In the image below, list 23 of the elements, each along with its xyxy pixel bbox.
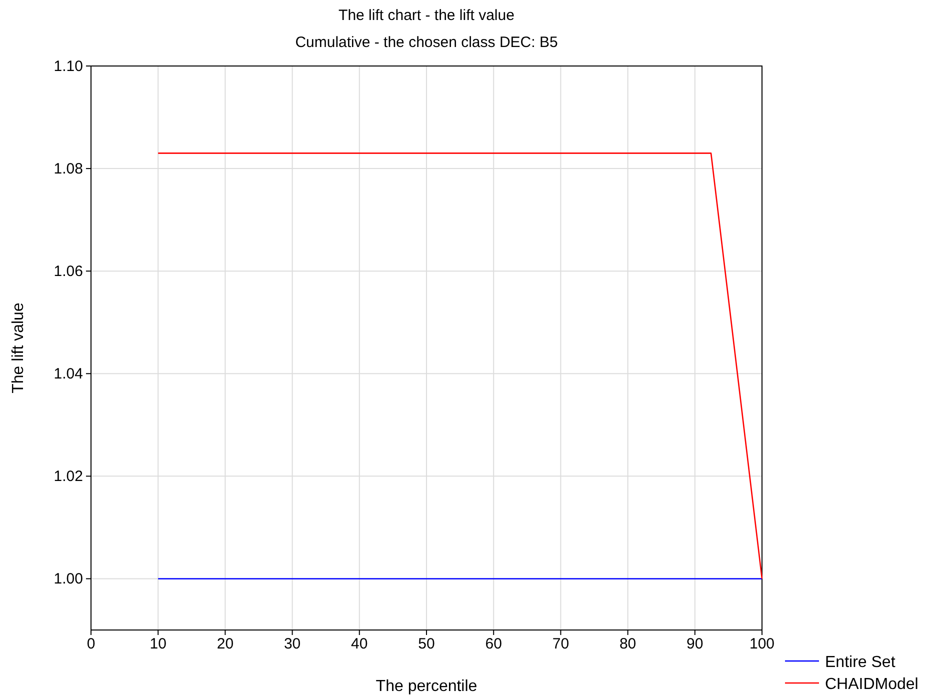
x-tick-label: 40 xyxy=(351,636,368,653)
x-tick-label: 80 xyxy=(619,636,636,653)
y-axis-title: The lift value xyxy=(10,302,27,394)
x-axis-title: The percentile xyxy=(376,678,478,695)
y-tick-label: 1.08 xyxy=(54,160,83,178)
y-tick-label: 1.04 xyxy=(54,365,83,382)
y-tick-label: 1.02 xyxy=(54,468,83,485)
chart-title: The lift chart - the lift value xyxy=(338,7,514,24)
y-tick-label: 1.06 xyxy=(54,262,83,280)
x-tick-label: 90 xyxy=(686,636,704,653)
x-tick-label: 10 xyxy=(150,636,166,653)
x-tick-label: 100 xyxy=(749,636,775,653)
x-tick-label: 0 xyxy=(86,636,96,653)
x-tick-label: 30 xyxy=(284,636,301,653)
y-tick-label: 1.10 xyxy=(54,58,83,75)
x-tick-label: 70 xyxy=(552,636,570,653)
y-tick-label: 1.00 xyxy=(54,570,83,588)
chart-subtitle: Cumulative - the chosen class DEC: B5 xyxy=(295,34,558,51)
x-tick-label: 20 xyxy=(216,636,234,653)
x-tick-label: 60 xyxy=(485,636,502,653)
x-tick-label: 50 xyxy=(418,636,435,653)
legend-label: CHAIDModel xyxy=(825,676,918,693)
legend-label: Entire Set xyxy=(825,654,896,671)
